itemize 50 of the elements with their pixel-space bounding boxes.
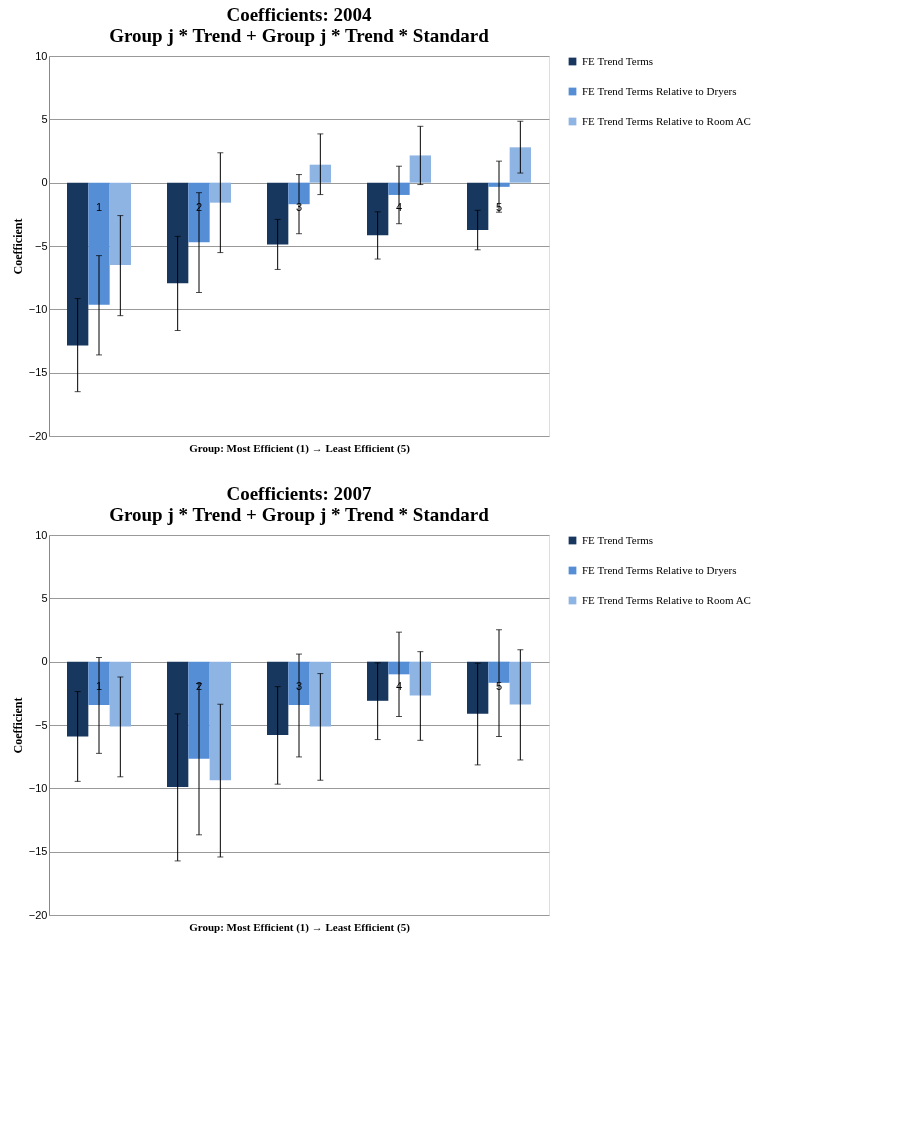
legend-label: FE Trend Terms Relative to Dryers [582, 84, 737, 97]
x-tick-label: 5 [495, 680, 503, 692]
y-axis-title: Coefficient [10, 218, 25, 275]
y-axis-title: Coefficient [10, 697, 25, 754]
bar [288, 182, 310, 205]
y-tick-label: −15 [28, 366, 48, 379]
bar [88, 182, 110, 305]
x-tick-label: 1 [95, 201, 103, 213]
bar [209, 182, 231, 203]
bar [67, 182, 89, 346]
x-axis-title: Group: Most Efficient (1) → Least Efficient (5) [189, 920, 411, 934]
legend-label: FE Trend Terms Relative to Dryers [582, 563, 737, 576]
bar [488, 182, 510, 187]
bar [409, 155, 431, 183]
y-tick-label: −5 [34, 718, 48, 731]
x-tick-label: 3 [295, 680, 303, 692]
chart-title: Coefficients: 2004 Group j * Trend + Group j * Trend * Standard [109, 4, 490, 46]
y-tick-label: 5 [41, 591, 48, 604]
bar [467, 182, 489, 230]
bar [267, 182, 289, 245]
x-tick-label: 4 [395, 680, 403, 692]
x-tick-label: 4 [395, 201, 403, 213]
bar [367, 182, 389, 236]
y-tick-label: 10 [35, 49, 48, 62]
y-tick-label: −10 [28, 302, 48, 315]
x-axis-title: Group: Most Efficient (1) → Least Efficient (5) [189, 441, 411, 455]
x-tick-label: 5 [495, 201, 503, 213]
y-tick-label: −10 [28, 781, 48, 794]
bar [388, 182, 410, 195]
x-tick-label: 2 [195, 201, 203, 213]
legend-label: FE Trend Terms Relative to Room AC [582, 114, 751, 127]
bar [509, 147, 531, 183]
bar [188, 182, 210, 243]
y-tick-label: −20 [28, 908, 48, 921]
y-tick-label: −5 [34, 239, 48, 252]
y-tick-label: 5 [41, 112, 48, 125]
bar [109, 182, 131, 265]
y-tick-label: −20 [28, 429, 48, 442]
chart-title: Coefficients: 2007 Group j * Trend + Group j * Trend * Standard [109, 483, 490, 525]
legend-label: FE Trend Terms [582, 533, 654, 546]
bar [167, 182, 189, 284]
legend-label: FE Trend Terms Relative to Room AC [582, 593, 751, 606]
x-tick-label: 1 [95, 680, 103, 692]
y-tick-label: 0 [41, 176, 48, 189]
bar [309, 164, 331, 183]
y-tick-label: 10 [35, 528, 48, 541]
y-tick-label: 0 [41, 655, 48, 668]
legend-label: FE Trend Terms [582, 54, 654, 67]
y-tick-label: −15 [28, 845, 48, 858]
x-tick-label: 3 [295, 201, 303, 213]
